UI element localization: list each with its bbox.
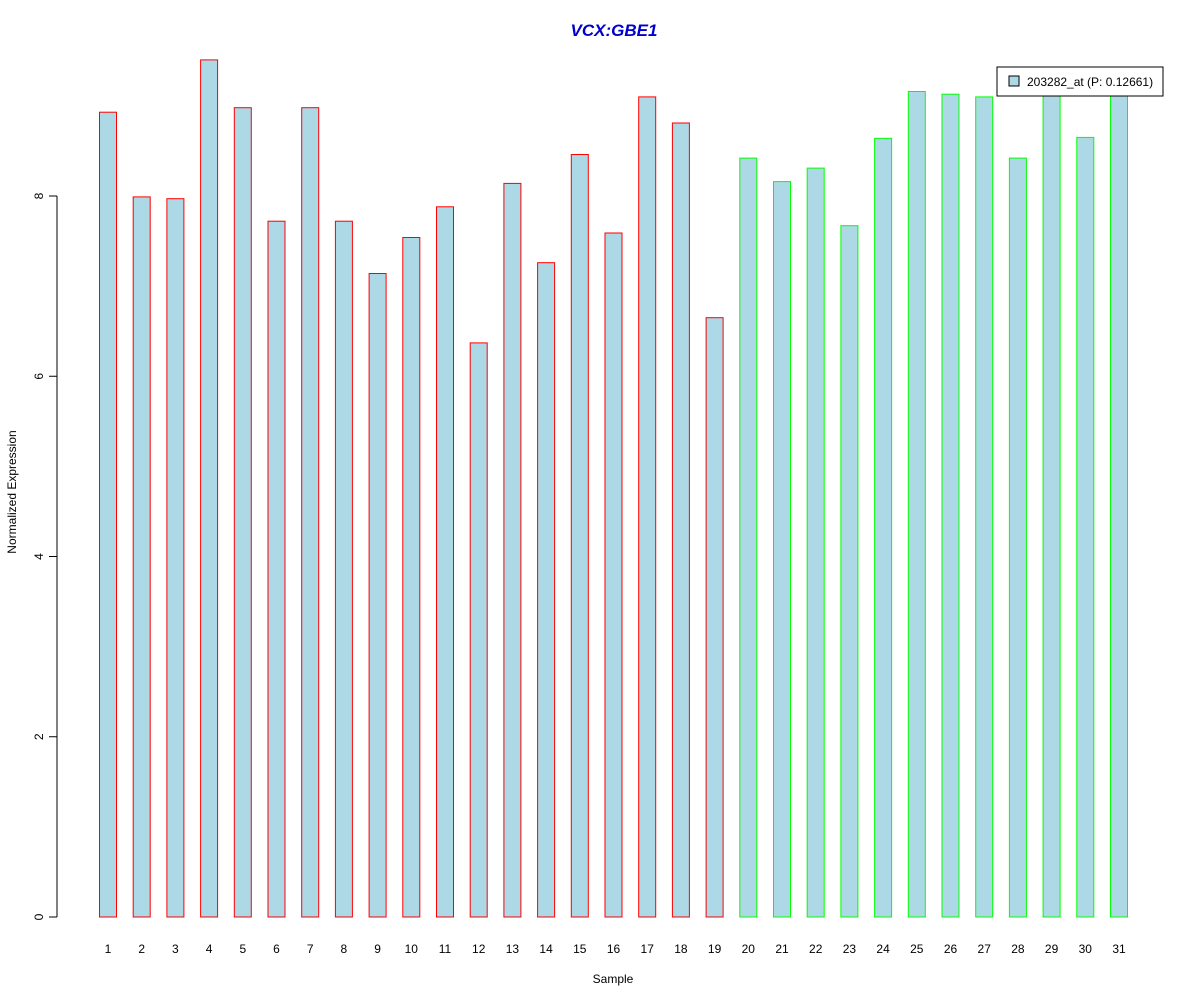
bar-sample-13 <box>503 182 522 918</box>
x-tick-label: 8 <box>341 942 348 956</box>
bar-sample-22 <box>806 167 825 918</box>
y-axis: 0 2 4 6 8 <box>32 192 58 920</box>
y-tick-label: 6 <box>32 373 46 380</box>
bar-sample-24 <box>874 137 893 918</box>
x-tick-label: 22 <box>809 942 823 956</box>
x-tick-label: 20 <box>742 942 756 956</box>
bar-sample-16 <box>604 232 623 918</box>
x-axis-label: Sample <box>593 972 634 986</box>
chart-title: VCX:GBE1 <box>571 21 658 40</box>
bar-sample-28 <box>1008 157 1027 918</box>
legend-label: 203282_at (P: 0.12661) <box>1027 75 1153 89</box>
y-tick-label: 2 <box>32 733 46 740</box>
bars <box>99 59 1128 918</box>
x-tick-label: 12 <box>472 942 486 956</box>
x-tick-label: 25 <box>910 942 924 956</box>
legend-box <box>996 66 1164 97</box>
x-tick-label: 24 <box>876 942 890 956</box>
bar-sample-20 <box>739 157 758 918</box>
y-tick-label: 4 <box>32 553 46 560</box>
bar-sample-31 <box>1110 91 1128 918</box>
bar-sample-10 <box>402 237 421 918</box>
y-tick-label: 0 <box>32 913 46 920</box>
x-tick-labels: 1 2 3 4 5 6 7 8 9 10 11 12 13 14 15 16 17 18 19 20 21 22 23 24 2… <box>105 942 1126 956</box>
x-tick-label: 16 <box>607 942 621 956</box>
bar-sample-12 <box>469 342 488 918</box>
x-tick-label: 9 <box>374 942 381 956</box>
bar-sample-17 <box>638 96 657 918</box>
bar-sample-6 <box>267 220 286 918</box>
bar-sample-14 <box>537 262 556 918</box>
x-tick-label: 23 <box>843 942 857 956</box>
bar-sample-18 <box>671 122 690 918</box>
x-tick-label: 6 <box>273 942 280 956</box>
bar-sample-21 <box>773 181 791 918</box>
x-tick-label: 7 <box>307 942 314 956</box>
x-tick-label: 26 <box>944 942 958 956</box>
x-tick-label: 28 <box>1011 942 1025 956</box>
x-tick-label: 14 <box>539 942 553 956</box>
bar-sample-15 <box>570 154 589 918</box>
x-tick-label: 17 <box>641 942 655 956</box>
bar-sample-25 <box>907 91 926 918</box>
x-tick-label: 10 <box>405 942 419 956</box>
bar-sample-3 <box>166 198 185 918</box>
bar-sample-9 <box>368 273 387 918</box>
x-tick-label: 27 <box>978 942 992 956</box>
bar-sample-2 <box>132 196 151 918</box>
x-tick-label: 11 <box>439 942 452 956</box>
x-tick-label: 15 <box>573 942 587 956</box>
x-tick-label: 21 <box>775 942 789 956</box>
legend: 203282_at (P: 0.12661) <box>996 66 1164 97</box>
bar-sample-5 <box>233 107 252 918</box>
x-tick-label: 4 <box>206 942 213 956</box>
legend-swatch <box>1008 75 1020 87</box>
y-axis-label: Normalized Expression <box>5 430 19 553</box>
bar-sample-30 <box>1076 136 1095 918</box>
x-tick-label: 31 <box>1112 942 1126 956</box>
bar-sample-1 <box>99 111 117 918</box>
bar-sample-19 <box>705 317 724 918</box>
bar-sample-23 <box>840 225 859 918</box>
x-tick-label: 5 <box>239 942 246 956</box>
bar-sample-29 <box>1042 91 1061 918</box>
y-tick-label: 8 <box>32 192 46 199</box>
x-tick-label: 29 <box>1045 942 1059 956</box>
x-tick-label: 2 <box>138 942 145 956</box>
bar-sample-11 <box>436 206 454 918</box>
bar-sample-4 <box>200 59 219 918</box>
bar-sample-27 <box>975 96 994 918</box>
x-tick-label: 1 <box>105 942 112 956</box>
bar-sample-8 <box>334 220 353 918</box>
x-tick-label: 19 <box>708 942 722 956</box>
x-tick-label: 30 <box>1079 942 1093 956</box>
x-tick-label: 13 <box>506 942 520 956</box>
bar-sample-26 <box>941 93 960 918</box>
x-tick-label: 3 <box>172 942 179 956</box>
x-tick-label: 18 <box>674 942 688 956</box>
bar-sample-7 <box>301 107 320 918</box>
